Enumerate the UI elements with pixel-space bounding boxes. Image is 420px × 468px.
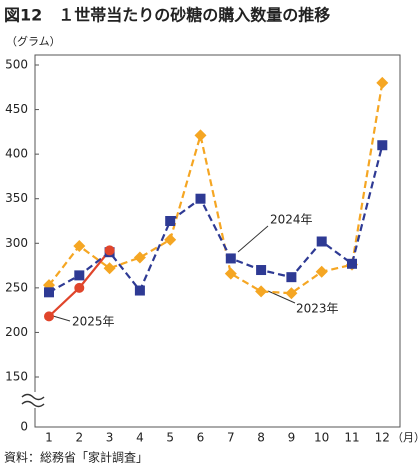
y-tick-label: 500 — [5, 58, 28, 72]
x-axis-label: （月） — [392, 431, 420, 444]
y-tick-label: 350 — [5, 191, 28, 205]
marker — [133, 251, 146, 264]
x-tick-label: 3 — [106, 431, 114, 445]
x-tick-label: 8 — [257, 431, 265, 445]
y-tick-label: 200 — [5, 325, 28, 339]
marker — [315, 265, 328, 278]
marker — [73, 239, 86, 252]
x-tick-label: 4 — [136, 431, 144, 445]
marker — [377, 140, 388, 151]
y-tick-label: 450 — [5, 102, 28, 116]
y-axis-label: （グラム） — [6, 34, 61, 48]
x-tick-label: 1 — [45, 431, 53, 445]
marker — [104, 245, 115, 256]
x-tick-label: 10 — [314, 431, 329, 445]
marker — [74, 270, 85, 281]
marker — [347, 258, 357, 269]
marker — [255, 285, 268, 298]
marker — [44, 311, 54, 322]
series-label: 2025年 — [72, 315, 115, 329]
marker — [103, 262, 116, 275]
series-label: 2023年 — [296, 302, 339, 316]
plot-frame — [34, 54, 401, 428]
marker — [165, 216, 176, 226]
y-tick-label: 400 — [5, 147, 28, 161]
x-tick-label: 11 — [344, 431, 359, 445]
axis-break — [21, 392, 45, 408]
marker — [376, 76, 389, 89]
x-tick-label: 2 — [75, 431, 83, 445]
marker — [316, 236, 327, 247]
y-tick-label: 150 — [5, 370, 28, 384]
chart-title: 図12 １世帯当たりの砂糖の購入数量の推移 — [4, 6, 330, 25]
marker — [74, 282, 85, 293]
marker — [195, 193, 206, 204]
series-label: 2024年 — [270, 213, 313, 227]
marker — [194, 129, 207, 142]
x-tick-label: 9 — [288, 431, 296, 445]
marker — [224, 267, 237, 280]
y-tick-label: 250 — [5, 280, 28, 294]
y-tick-label: 300 — [5, 236, 28, 250]
x-tick-label: 12 — [375, 431, 390, 445]
series-line — [48, 82, 384, 295]
y-tick-label: 0 — [20, 420, 28, 434]
x-tick-label: 6 — [197, 431, 205, 445]
marker — [134, 285, 145, 296]
marker — [285, 287, 298, 300]
marker — [256, 265, 267, 276]
x-tick-label: 7 — [227, 431, 235, 445]
source: 資料：総務省「家計調査」 — [4, 450, 148, 465]
marker — [286, 272, 297, 283]
x-tick-label: 5 — [166, 431, 174, 445]
marker — [225, 253, 236, 264]
marker — [164, 233, 177, 246]
marker — [44, 287, 54, 298]
